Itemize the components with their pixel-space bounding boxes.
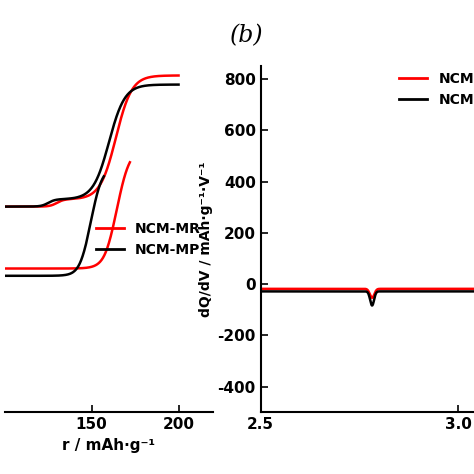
Y-axis label: dQ/dV / mAh·g⁻¹·V⁻¹: dQ/dV / mAh·g⁻¹·V⁻¹ (199, 162, 213, 317)
Legend: NCM-MR, NCM-MP: NCM-MR, NCM-MP (91, 216, 206, 263)
Text: (b): (b) (230, 24, 263, 47)
X-axis label: r / mAh·g⁻¹: r / mAh·g⁻¹ (63, 438, 155, 453)
Legend: NCM-MR, NCM-MP: NCM-MR, NCM-MP (394, 66, 474, 112)
